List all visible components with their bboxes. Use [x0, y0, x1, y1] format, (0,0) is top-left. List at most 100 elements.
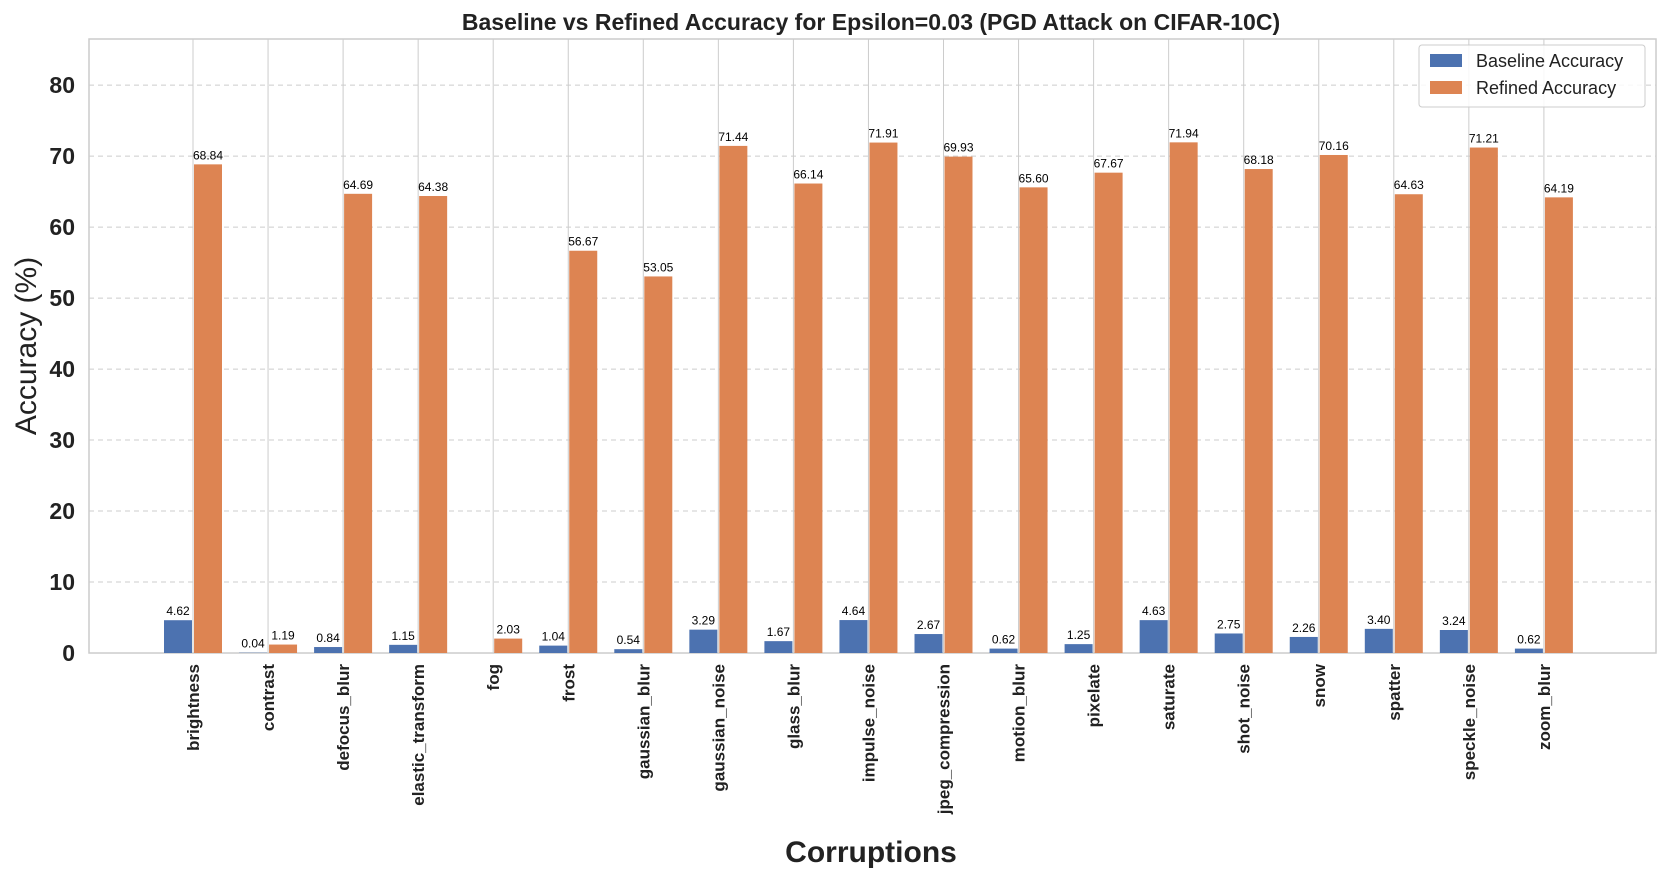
data-label: 3.24 [1442, 614, 1466, 628]
data-label: 4.63 [1142, 604, 1166, 618]
x-tick-label: snow [1310, 663, 1329, 707]
data-label: 2.03 [497, 623, 521, 637]
data-label: 71.91 [868, 127, 898, 141]
data-label: 68.84 [193, 148, 223, 162]
bar-baseline [389, 644, 418, 653]
y-tick-label: 40 [49, 356, 75, 382]
bar-baseline [539, 645, 568, 653]
data-label: 4.64 [842, 604, 866, 618]
data-label: 1.67 [767, 625, 791, 639]
chart-title: Baseline vs Refined Accuracy for Epsilon… [462, 9, 1280, 35]
legend-label-refined: Refined Accuracy [1476, 78, 1616, 98]
bar-refined [1394, 194, 1423, 653]
x-tick-label: shot_noise [1235, 664, 1254, 754]
data-label: 2.26 [1292, 621, 1316, 635]
data-label: 1.04 [542, 630, 566, 644]
bar-refined [494, 638, 523, 653]
bar-refined [1019, 187, 1048, 653]
y-axis-label: Accuracy (%) [10, 257, 43, 435]
data-label: 2.67 [917, 618, 941, 632]
x-tick-label: motion_blur [1010, 664, 1029, 763]
x-tick-label: pixelate [1085, 664, 1104, 727]
data-label: 69.93 [943, 141, 973, 155]
x-tick-label: defocus_blur [334, 664, 353, 771]
data-label: 70.16 [1319, 139, 1349, 153]
x-tick-label: impulse_noise [859, 664, 878, 782]
x-tick-label: saturate [1160, 664, 1179, 730]
bar-refined [1244, 169, 1273, 654]
bar-baseline [1289, 636, 1318, 653]
bar-refined [644, 276, 673, 653]
data-label: 71.44 [718, 130, 748, 144]
y-tick-label: 30 [49, 427, 75, 453]
bar-refined [944, 156, 973, 653]
legend-swatch-refined [1430, 81, 1462, 94]
data-label: 64.69 [343, 178, 373, 192]
bar-baseline [914, 634, 943, 653]
x-axis-ticks: brightness contrast defocus_blur elastic_tr… [184, 663, 1554, 815]
bar-refined [1094, 172, 1123, 653]
data-label: 1.15 [391, 629, 415, 643]
bar-baseline [1064, 644, 1093, 653]
bar-refined [869, 142, 898, 653]
bar-refined [569, 250, 598, 653]
bar-refined [344, 193, 373, 654]
data-label: 71.21 [1469, 132, 1499, 146]
y-tick-label: 70 [49, 143, 75, 169]
legend: Baseline Accuracy Refined Accuracy [1418, 44, 1646, 108]
bar-baseline [764, 641, 793, 653]
legend-box [1418, 44, 1646, 108]
x-tick-label: fog [484, 664, 503, 690]
x-tick-label: speckle_noise [1460, 664, 1479, 780]
x-tick-label: glass_blur [784, 664, 803, 749]
data-label: 71.94 [1169, 126, 1199, 140]
bar-baseline [689, 629, 718, 653]
data-label: 0.62 [992, 633, 1016, 647]
data-label: 3.29 [692, 614, 716, 628]
y-tick-label: 50 [49, 285, 75, 311]
bar-refined [794, 183, 823, 653]
x-tick-label: gaussian_noise [709, 664, 728, 792]
bar-refined [419, 196, 448, 653]
data-label: 66.14 [793, 168, 823, 182]
x-tick-label: brightness [184, 664, 203, 751]
y-axis-ticks: 0 10 20 30 40 50 60 70 80 [49, 72, 75, 666]
bar-refined [1544, 197, 1573, 653]
x-tick-label: frost [559, 664, 578, 702]
bar-baseline [164, 620, 192, 653]
bar-refined [1469, 147, 1498, 654]
bar-baseline [1214, 633, 1243, 653]
data-label: 65.60 [1019, 171, 1049, 185]
x-tick-label: jpeg_compression [935, 664, 954, 815]
data-label: 0.54 [617, 633, 641, 647]
data-label: 1.25 [1067, 628, 1091, 642]
bar-baseline [1364, 628, 1393, 653]
data-label: 68.18 [1244, 153, 1274, 167]
y-tick-label: 80 [49, 72, 75, 98]
x-tick-label: spatter [1385, 664, 1404, 721]
x-tick-label: elastic_transform [409, 664, 428, 806]
bar-baseline [839, 620, 868, 653]
y-tick-label: 0 [62, 640, 75, 666]
bar-refined [194, 164, 222, 653]
data-label: 56.67 [568, 235, 598, 249]
y-tick-label: 60 [49, 214, 75, 240]
bar-refined [1169, 142, 1198, 653]
data-label: 3.40 [1367, 613, 1391, 627]
data-label: 0.62 [1517, 633, 1541, 647]
bar-refined [1319, 154, 1348, 654]
bar-refined [269, 644, 298, 653]
data-label: 64.38 [418, 180, 448, 194]
data-label: 64.63 [1394, 178, 1424, 192]
bar-baseline [1439, 630, 1468, 653]
bar-baseline [614, 649, 643, 653]
x-tick-label: contrast [259, 664, 278, 731]
bars [164, 142, 1573, 654]
data-label: 53.05 [643, 260, 673, 274]
legend-label-baseline: Baseline Accuracy [1476, 51, 1623, 71]
data-label: 67.67 [1094, 157, 1124, 171]
data-label: 4.62 [166, 604, 190, 618]
legend-swatch-baseline [1430, 54, 1462, 67]
